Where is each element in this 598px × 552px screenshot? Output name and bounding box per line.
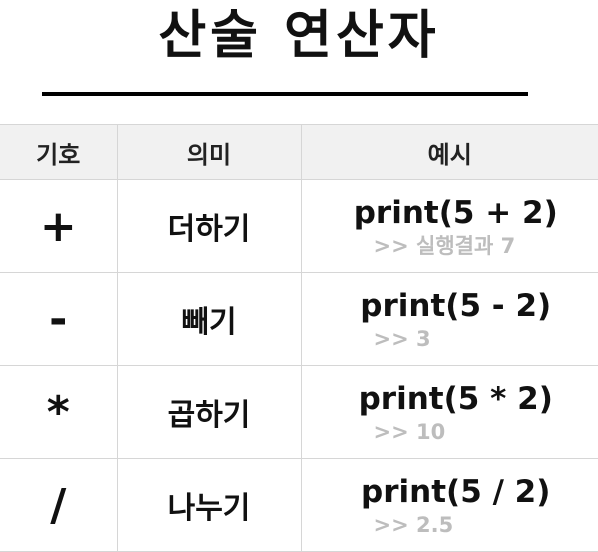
example-result: >> 3 bbox=[302, 327, 598, 351]
table-row: / 나누기 print(5 / 2) >> 2.5 bbox=[0, 459, 598, 552]
symbol-cell: + bbox=[0, 180, 117, 273]
example-result: >> 2.5 bbox=[302, 513, 598, 537]
example-result: >> 10 bbox=[302, 420, 598, 444]
header-meaning: 의미 bbox=[117, 125, 301, 180]
example-cell: print(5 + 2) >> 실행결과 7 bbox=[301, 180, 598, 273]
symbol-cell: * bbox=[0, 366, 117, 459]
title-underline bbox=[42, 92, 528, 96]
table-row: + 더하기 print(5 + 2) >> 실행결과 7 bbox=[0, 180, 598, 273]
example-code: print(5 / 2) bbox=[314, 473, 598, 511]
meaning-cell: 빼기 bbox=[117, 273, 301, 366]
example-cell: print(5 / 2) >> 2.5 bbox=[301, 459, 598, 552]
symbol-cell: - bbox=[0, 273, 117, 366]
meaning-cell: 곱하기 bbox=[117, 366, 301, 459]
table-row: * 곱하기 print(5 * 2) >> 10 bbox=[0, 366, 598, 459]
example-code: print(5 - 2) bbox=[314, 287, 598, 325]
example-cell: print(5 - 2) >> 3 bbox=[301, 273, 598, 366]
meaning-cell: 더하기 bbox=[117, 180, 301, 273]
operator-table: 기호 의미 예시 + 더하기 print(5 + 2) >> 실행결과 7 - … bbox=[0, 124, 598, 552]
symbol-cell: / bbox=[0, 459, 117, 552]
header-example: 예시 bbox=[301, 125, 598, 180]
header-symbol: 기호 bbox=[0, 125, 117, 180]
example-code: print(5 * 2) bbox=[314, 380, 598, 418]
table-header-row: 기호 의미 예시 bbox=[0, 125, 598, 180]
table-row: - 빼기 print(5 - 2) >> 3 bbox=[0, 273, 598, 366]
example-result: >> 실행결과 7 bbox=[302, 234, 598, 258]
meaning-cell: 나누기 bbox=[117, 459, 301, 552]
example-code: print(5 + 2) bbox=[314, 194, 598, 232]
example-cell: print(5 * 2) >> 10 bbox=[301, 366, 598, 459]
page-title: 산술 연산자 bbox=[0, 6, 598, 66]
